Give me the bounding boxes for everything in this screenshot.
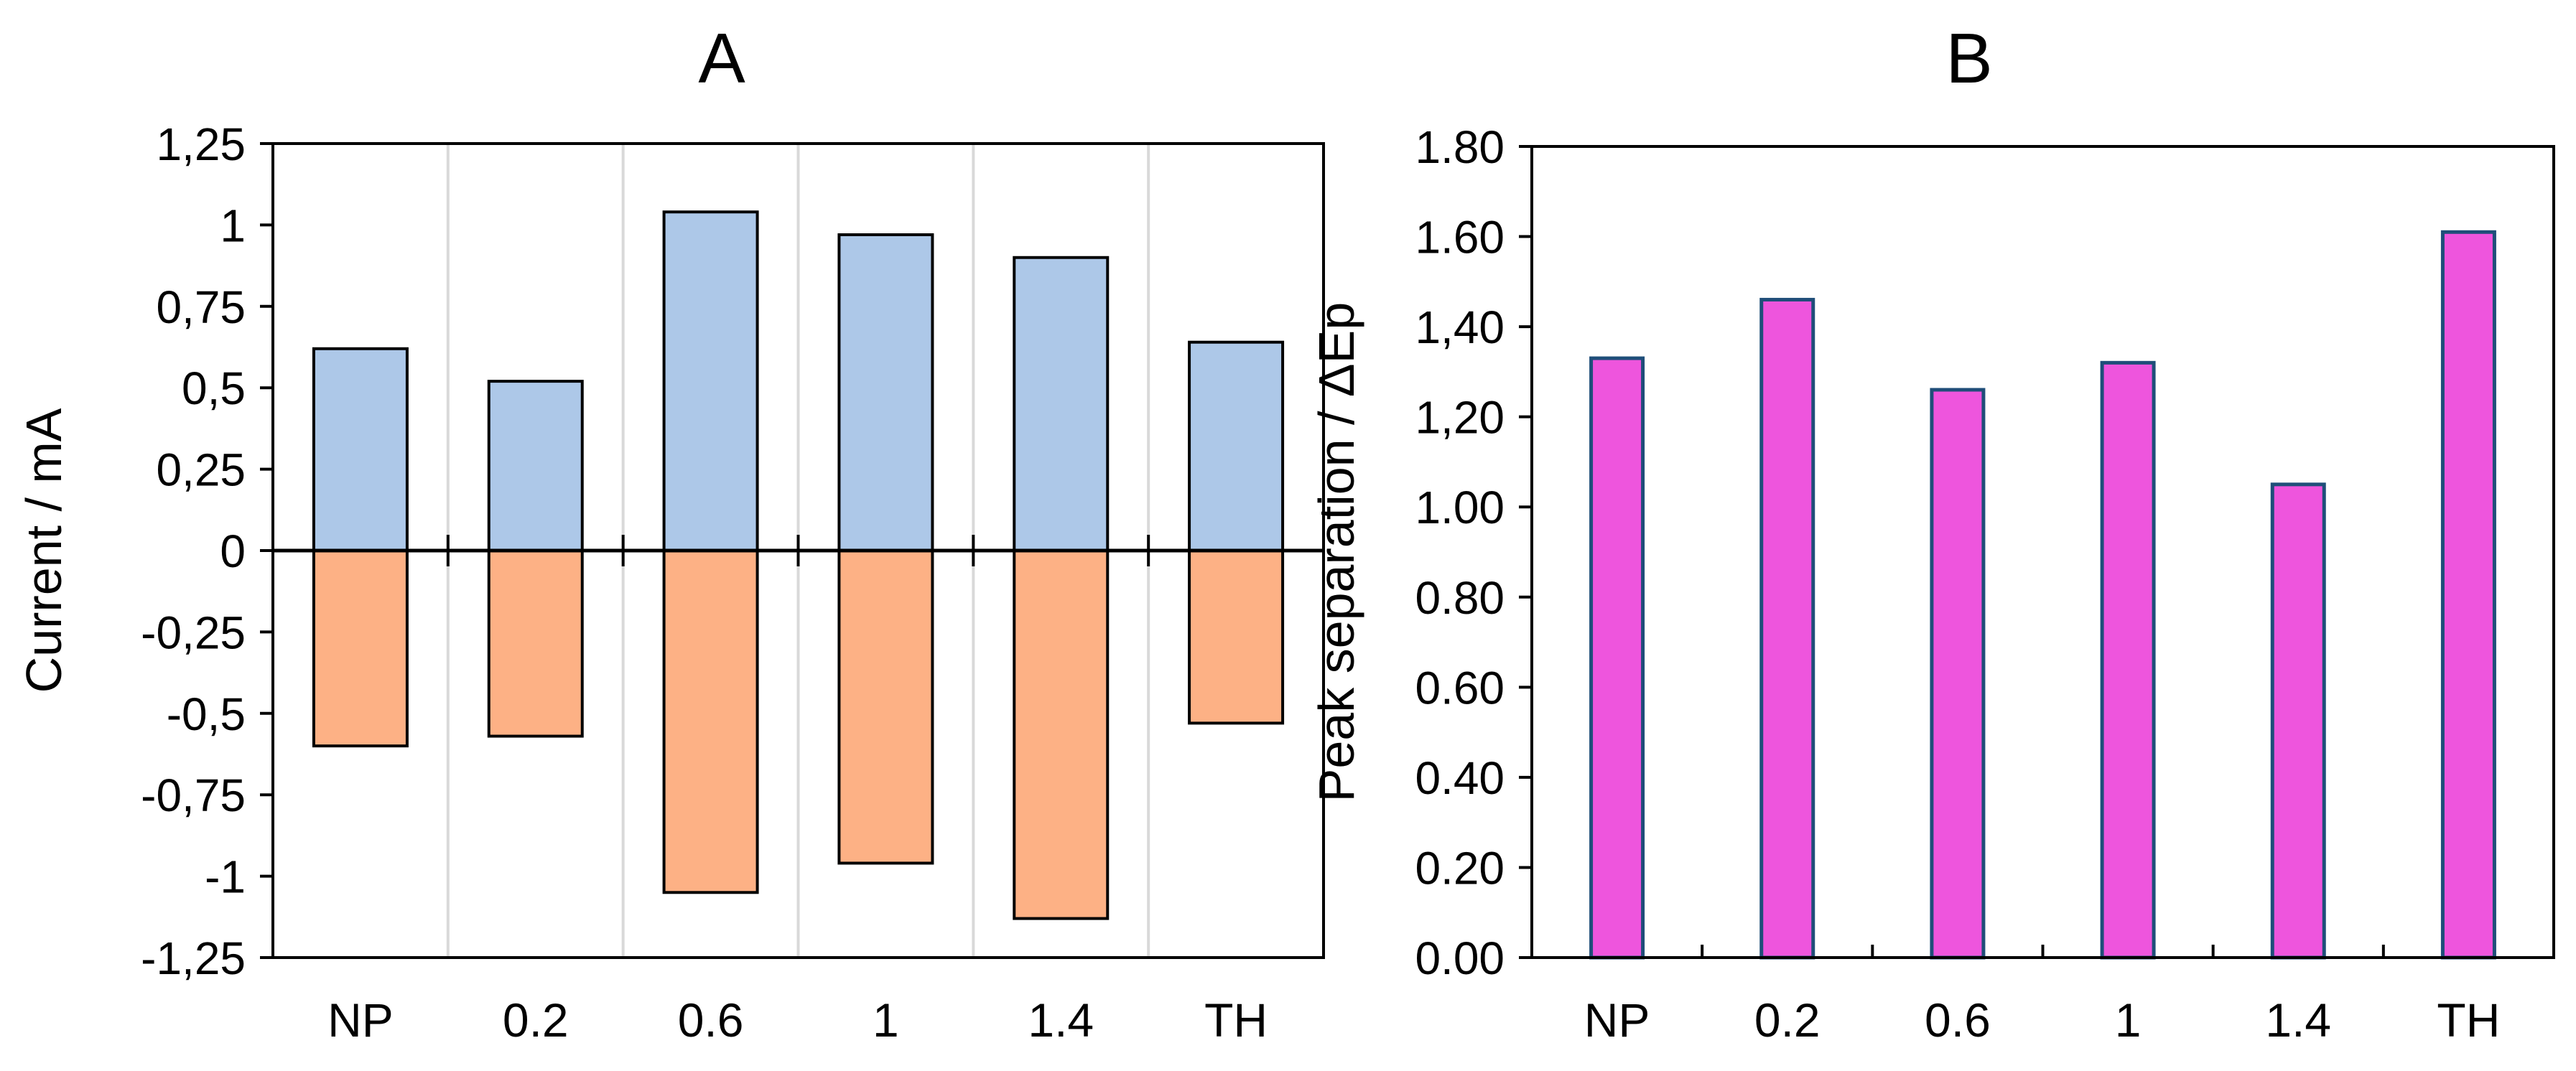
panel-a-bar-cathodic-1-4 <box>1013 549 1110 920</box>
panel-a-bars <box>312 210 1285 920</box>
panel-a-y-tick-label-3: 0,5 <box>182 363 246 414</box>
panel-b-chart: B NP 0.2 0.6 1 1.4 TH 1.80 1.60 1,40 1,20 1.00 0.8… <box>1308 19 2555 1047</box>
panel-a-x-tick-label-0-6: 0.6 <box>678 993 744 1047</box>
panel-a-x-tick-labels: NP 0.2 0.6 1 1.4 TH <box>327 993 1268 1047</box>
panel-a-y-tick-label-4: 0,25 <box>156 444 246 496</box>
panel-a-bar-anodic-np <box>312 347 409 552</box>
panel-a-bar-cathodic-th <box>1188 549 1285 725</box>
panel-a-bar-cathodic-1 <box>837 549 934 865</box>
panel-b-bar-0-2 <box>1759 297 1815 960</box>
panel-b-y-tick-label-8: 0.20 <box>1415 842 1505 894</box>
panel-a-y-tick-label-2: 0,75 <box>156 281 246 333</box>
panel-b-y-axis-label: Peak separation / ΔEp <box>1308 302 1364 803</box>
panel-b-y-tick-label-5: 0.80 <box>1415 572 1505 624</box>
panel-b-y-tick-label-1: 1.60 <box>1415 212 1505 263</box>
panel-a-x-ticks <box>446 535 1150 566</box>
panel-a-y-axis-label: Current / mA <box>16 408 72 693</box>
panel-b-y-ticks <box>1519 145 1532 959</box>
panel-a-x-tick-label-th: TH <box>1204 993 1268 1047</box>
panel-a-x-tick-label-1: 1 <box>873 993 899 1047</box>
panel-b-bar-np <box>1589 356 1645 960</box>
panel-a-y-tick-label-5: 0 <box>220 525 246 577</box>
panel-b-title: B <box>1945 19 1992 98</box>
panel-b-bars <box>1589 230 2496 960</box>
panel-b-bar-1-4 <box>2270 482 2326 960</box>
panel-a-bar-anodic-0-6 <box>662 210 759 552</box>
panel-a-y-ticks <box>260 142 273 959</box>
panel-a-bar-cathodic-0-2 <box>487 549 584 738</box>
panel-a-bar-cathodic-np <box>312 549 409 748</box>
panel-a-x-tick-label-1-4: 1.4 <box>1028 993 1094 1047</box>
panel-b-x-tick-label-np: NP <box>1584 993 1650 1047</box>
panel-a-y-tick-labels: 1,25 1 0,75 0,5 0,25 0 -0,25 -0,5 -0,75 -1 -1,25 <box>141 118 246 984</box>
panel-b-bar-th <box>2440 230 2496 960</box>
panel-a-y-tick-label-7: -0,5 <box>167 688 246 740</box>
panel-b-y-tick-label-3: 1,20 <box>1415 392 1505 444</box>
panel-a-bar-anodic-1 <box>837 233 934 552</box>
panel-b-y-tick-label-0: 1.80 <box>1415 121 1505 173</box>
panel-b-x-tick-label-1-4: 1.4 <box>2265 993 2331 1047</box>
panel-a-bar-cathodic-0-6 <box>662 549 759 894</box>
panel-a-title: A <box>698 19 745 98</box>
panel-b-x-tick-label-th: TH <box>2437 993 2500 1047</box>
panel-a-bar-anodic-1-4 <box>1013 256 1110 552</box>
panel-b-x-tick-label-1: 1 <box>2115 993 2142 1047</box>
panel-a-y-tick-label-0: 1,25 <box>156 118 246 170</box>
panel-b-x-tick-label-0-6: 0.6 <box>1925 993 1991 1047</box>
panel-b-y-tick-label-7: 0.40 <box>1415 752 1505 804</box>
panel-a-y-tick-label-9: -1 <box>205 851 246 903</box>
panel-a-y-tick-label-8: -0,75 <box>141 770 246 821</box>
panel-a-y-tick-label-1: 1 <box>220 200 246 251</box>
panel-a-y-tick-label-6: -0,25 <box>141 607 246 658</box>
panel-b-y-tick-labels: 1.80 1.60 1,40 1,20 1.00 0.80 0.60 0.40 0.20 0.00 <box>1415 121 1505 984</box>
panel-b-y-tick-label-4: 1.00 <box>1415 482 1505 533</box>
panel-b-y-tick-label-6: 0.60 <box>1415 662 1505 714</box>
panel-a-y-tick-label-10: -1,25 <box>141 932 246 984</box>
panel-a-bar-anodic-0-2 <box>487 380 584 552</box>
panel-a-x-tick-label-0-2: 0.2 <box>503 993 569 1047</box>
panel-b-x-ticks <box>1701 945 2385 958</box>
panel-b-bar-0-6 <box>1930 388 1986 960</box>
panel-a-x-tick-label-np: NP <box>327 993 394 1047</box>
panel-a-bar-anodic-th <box>1188 340 1285 552</box>
panel-b-x-tick-labels: NP 0.2 0.6 1 1.4 TH <box>1584 993 2501 1047</box>
panel-a-chart: A NP 0.2 0.6 1 1.4 TH 1,25 1 0,75 0,5 0,25 0 -0,25 -… <box>16 19 1325 1047</box>
panel-b-y-tick-label-2: 1,40 <box>1415 301 1505 353</box>
panel-b-x-tick-label-0-2: 0.2 <box>1754 993 1821 1047</box>
panel-b-y-tick-label-9: 0.00 <box>1415 932 1505 984</box>
panel-b-bar-1 <box>2100 360 2156 960</box>
